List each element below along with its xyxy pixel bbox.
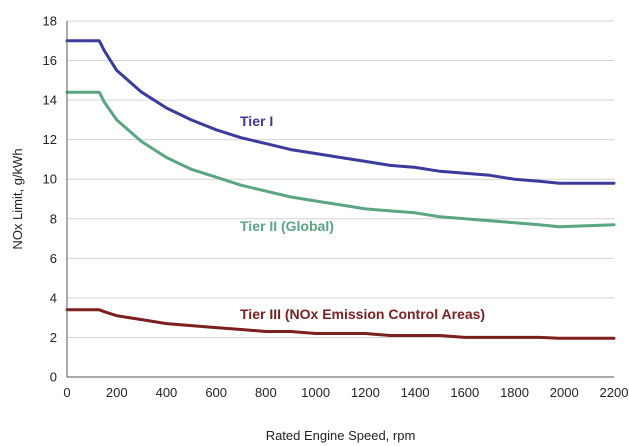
y-tick-label: 4 [50,290,57,305]
y-tick-label: 2 [50,330,57,345]
y-tick-label: 16 [43,53,57,68]
series-line-3 [65,308,616,340]
series-line-2 [65,90,616,229]
grid-lines [67,20,614,338]
x-tick-label: 800 [255,385,277,400]
y-tick-label: 18 [43,14,57,29]
y-tick-label: 10 [43,172,57,187]
y-tick-label: 12 [43,132,57,147]
y-tick-label: 0 [50,370,57,385]
y-tick-labels: 0 2 4 6 8 10 12 14 16 18 [43,14,57,385]
series-labels: Tier I Tier II (Global) Tier III (NOx Emis… [240,113,485,322]
x-tick-label: 1800 [500,385,529,400]
x-tick-label: 200 [106,385,128,400]
y-tick-label: 8 [50,211,57,226]
x-axis-title: Rated Engine Speed, rpm [266,428,416,443]
x-tick-labels: 0 200 400 600 800 1000 1200 1400 1600 1800 2000 220… [63,385,628,400]
x-tick-label: 1000 [301,385,330,400]
x-tick-label: 600 [205,385,227,400]
series-label-2: Tier II (Global) [240,218,334,234]
x-tick-label: 400 [156,385,178,400]
x-tick-label: 1600 [450,385,479,400]
series-lines [65,39,616,340]
series-label-1: Tier I [240,113,273,129]
y-tick-label: 14 [43,93,57,108]
y-axis-title: NOx Limit, g/kWh [10,148,25,249]
y-tick-label: 6 [50,251,57,266]
x-tick-label: 2000 [550,385,579,400]
x-tick-label: 2200 [600,385,629,400]
series-line-1 [65,39,616,185]
series-label-3: Tier III (NOx Emission Control Areas) [240,306,485,322]
x-tick-label: 1400 [401,385,430,400]
x-tick-label: 0 [63,385,70,400]
x-tick-label: 1200 [351,385,380,400]
